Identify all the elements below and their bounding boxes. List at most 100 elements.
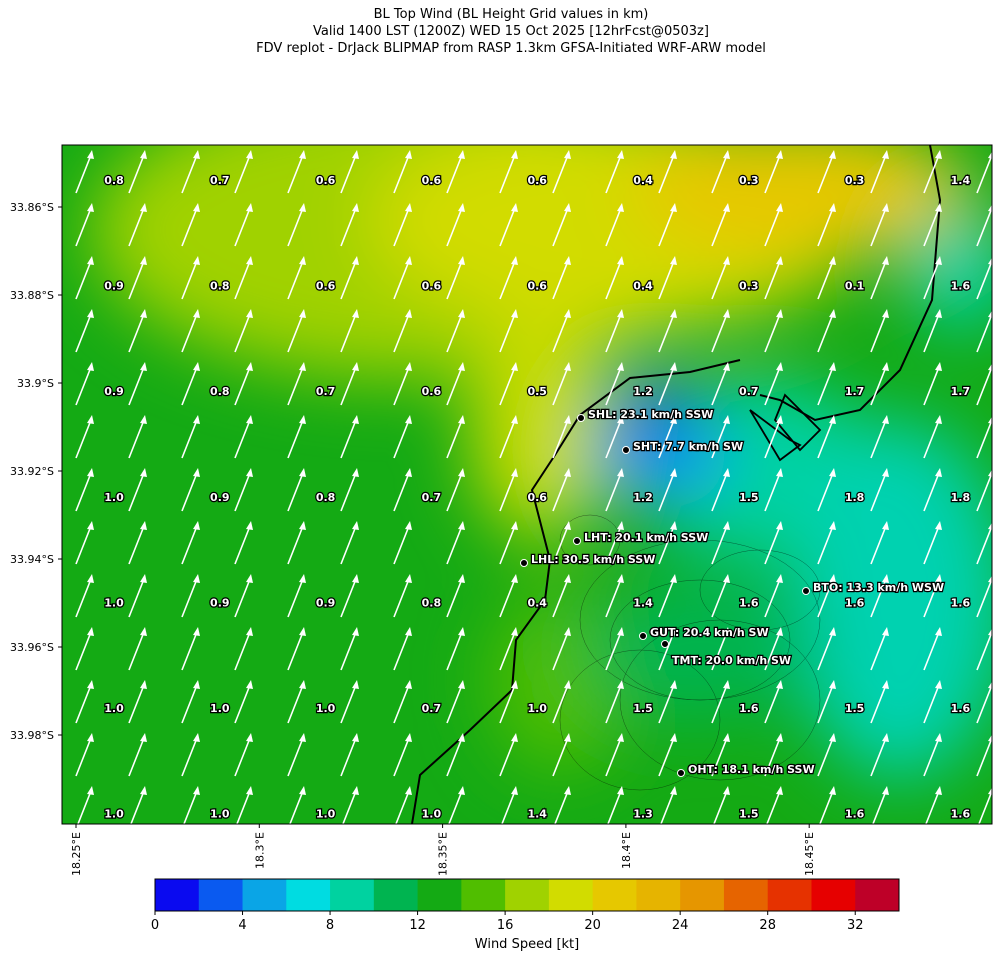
colorbar-tick-label: 12 xyxy=(409,918,426,933)
grid-value: 1.2 xyxy=(633,385,653,398)
grid-value: 1.0 xyxy=(104,808,124,821)
grid-value: 0.6 xyxy=(527,174,547,187)
grid-value: 1.5 xyxy=(633,702,653,715)
grid-value: 1.5 xyxy=(739,808,759,821)
grid-value: 1.7 xyxy=(845,385,865,398)
station-dot xyxy=(661,640,669,648)
colorbar-swatch xyxy=(592,879,637,911)
grid-value: 1.7 xyxy=(951,385,971,398)
grid-value: 0.9 xyxy=(210,491,230,504)
station-label: BTO: 13.3 km/h WSW xyxy=(813,581,944,594)
source: FDV replot - DrJack BLIPMAP from RASP 1.… xyxy=(256,41,766,56)
colorbar-swatch xyxy=(548,879,594,911)
grid-value: 0.6 xyxy=(316,280,336,293)
lon-label: 18.4°E xyxy=(620,832,633,869)
grid-value: 0.6 xyxy=(527,491,547,504)
map-field xyxy=(62,145,992,824)
colorbar-tick-label: 16 xyxy=(497,918,514,933)
grid-value: 0.1 xyxy=(845,280,865,293)
title: BL Top Wind (BL Height Grid values in km… xyxy=(374,7,649,22)
grid-value: 0.8 xyxy=(104,174,124,187)
grid-value: 1.0 xyxy=(210,808,230,821)
grid-value: 0.6 xyxy=(422,385,442,398)
colorbar-tick-label: 28 xyxy=(759,918,776,933)
grid-value: 0.4 xyxy=(633,280,653,293)
grid-value: 0.6 xyxy=(316,174,336,187)
colorbar-swatch xyxy=(636,879,681,911)
grid-value: 0.7 xyxy=(422,491,442,504)
colorbar-tick-label: 4 xyxy=(238,918,246,933)
grid-value: 1.2 xyxy=(633,491,653,504)
grid-value: 0.6 xyxy=(422,174,442,187)
grid-value: 0.8 xyxy=(316,491,336,504)
grid-value: 1.8 xyxy=(845,491,865,504)
grid-value: 1.6 xyxy=(951,808,971,821)
station-label: SHT: 7.7 km/h SW xyxy=(633,440,743,453)
station-dot xyxy=(622,446,630,454)
grid-value: 1.0 xyxy=(104,596,124,609)
station-label: SHL: 23.1 km/h SSW xyxy=(588,408,713,421)
colorbar-swatch xyxy=(417,879,462,911)
grid-value: 1.3 xyxy=(633,808,653,821)
grid-value: 0.3 xyxy=(739,174,759,187)
grid-value: 0.4 xyxy=(633,174,653,187)
station-label: LHT: 20.1 km/h SSW xyxy=(584,531,708,544)
lat-label: 33.94°S xyxy=(10,553,54,566)
station-dot xyxy=(639,632,647,640)
station-label: OHT: 18.1 km/h SSW xyxy=(688,763,815,776)
grid-value: 1.6 xyxy=(845,808,865,821)
grid-value: 1.0 xyxy=(316,808,336,821)
colorbar-frame xyxy=(154,878,900,912)
grid-value: 0.9 xyxy=(210,596,230,609)
lon-label: 18.3°E xyxy=(253,832,266,869)
colorbar-swatch xyxy=(811,879,856,911)
colorbar-swatch xyxy=(680,879,725,911)
lat-label: 33.88°S xyxy=(10,289,54,302)
lon-label: 18.45°E xyxy=(803,832,816,876)
lon-label: 18.35°E xyxy=(437,832,450,876)
colorbar-swatch xyxy=(505,879,550,911)
grid-value: 1.5 xyxy=(739,491,759,504)
colorbar-swatch xyxy=(855,879,900,911)
grid-value: 1.0 xyxy=(104,702,124,715)
station-dot xyxy=(577,414,585,422)
grid-value: 1.6 xyxy=(739,596,759,609)
grid-value: 1.4 xyxy=(951,174,971,187)
grid-value: 0.9 xyxy=(316,596,336,609)
grid-value: 1.4 xyxy=(633,596,653,609)
colorbar-tick-label: 0 xyxy=(151,918,159,933)
subtitle: Valid 1400 LST (1200Z) WED 15 Oct 2025 [… xyxy=(313,24,709,39)
colorbar-swatch xyxy=(373,879,419,911)
colorbar-tick-label: 24 xyxy=(672,918,689,933)
grid-value: 0.7 xyxy=(422,702,442,715)
colorbar-swatch xyxy=(461,879,506,911)
colorbar-swatch xyxy=(155,879,200,911)
colorbar-swatch xyxy=(286,879,331,911)
grid-value: 0.9 xyxy=(104,280,124,293)
grid-value: 1.0 xyxy=(422,808,442,821)
colorbar-swatch xyxy=(198,879,244,911)
grid-value: 0.3 xyxy=(845,174,865,187)
grid-value: 0.7 xyxy=(316,385,336,398)
grid-value: 0.4 xyxy=(527,596,547,609)
station-label: GUT: 20.4 km/h SW xyxy=(650,626,769,639)
grid-value: 1.0 xyxy=(104,491,124,504)
grid-value: 0.5 xyxy=(527,385,547,398)
grid-value: 1.6 xyxy=(739,702,759,715)
station-dot xyxy=(573,537,581,545)
grid-value: 0.6 xyxy=(422,280,442,293)
lat-label: 33.86°S xyxy=(10,201,54,214)
colorbar-tick-label: 32 xyxy=(847,918,864,933)
grid-value: 0.6 xyxy=(527,280,547,293)
station-dot xyxy=(520,559,528,567)
grid-value: 1.0 xyxy=(527,702,547,715)
lat-label: 33.9°S xyxy=(17,377,54,390)
colorbar-tick-label: 20 xyxy=(584,918,601,933)
station-dot xyxy=(802,587,810,595)
lat-label: 33.98°S xyxy=(10,729,54,742)
grid-value: 0.9 xyxy=(104,385,124,398)
lat-label: 33.96°S xyxy=(10,641,54,654)
grid-value: 1.6 xyxy=(951,702,971,715)
colorbar-swatch xyxy=(242,879,287,911)
